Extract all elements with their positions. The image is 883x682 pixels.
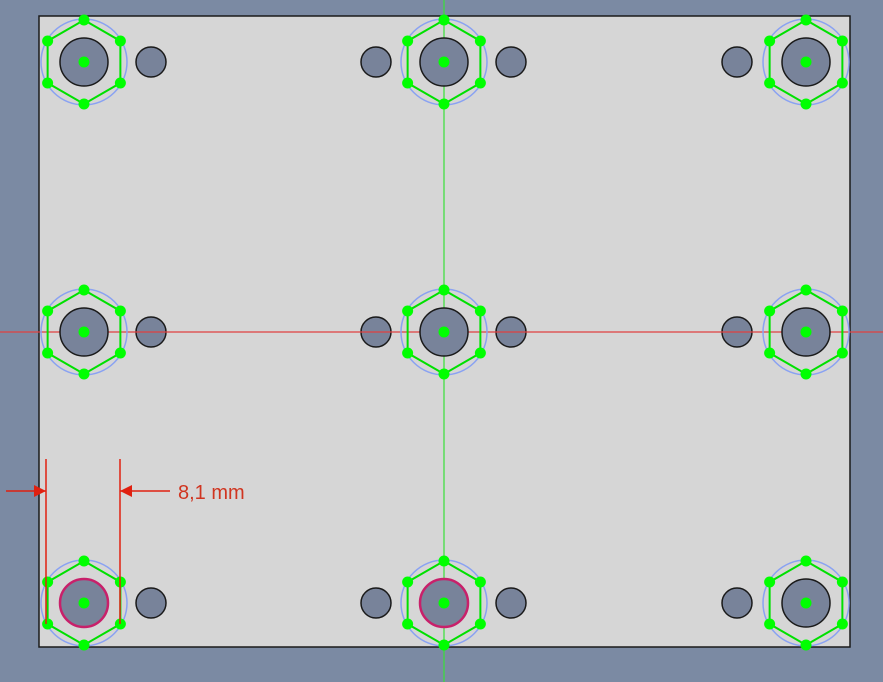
hexagon-vertex[interactable]	[42, 347, 54, 359]
hex-nut-top-right[interactable]	[762, 14, 850, 110]
hexagon-vertex[interactable]	[438, 639, 450, 651]
hexagon-vertex[interactable]	[764, 618, 776, 630]
hexagon-vertex[interactable]	[764, 35, 776, 47]
hexagon-vertex[interactable]	[474, 576, 486, 588]
center-point[interactable]	[438, 597, 450, 609]
side-hole[interactable]	[495, 46, 527, 78]
hexagon-vertex[interactable]	[438, 555, 450, 567]
hexagon-vertex[interactable]	[836, 305, 848, 317]
side-hole[interactable]	[360, 587, 392, 619]
hexagon-vertex[interactable]	[114, 35, 126, 47]
hexagon-vertex[interactable]	[800, 284, 812, 296]
hexagon-vertex[interactable]	[114, 305, 126, 317]
hexagon-vertex[interactable]	[42, 576, 54, 588]
hexagon-vertex[interactable]	[474, 618, 486, 630]
hexagon-vertex[interactable]	[836, 77, 848, 89]
hexagon-vertex[interactable]	[800, 14, 812, 26]
hexagon-vertex[interactable]	[836, 576, 848, 588]
hexagon-vertex[interactable]	[78, 98, 90, 110]
hex-nuts-layer	[40, 14, 850, 651]
hexagon-vertex[interactable]	[78, 14, 90, 26]
hexagon-vertex[interactable]	[764, 77, 776, 89]
hexagon-vertex[interactable]	[800, 98, 812, 110]
hexagon-vertex[interactable]	[42, 618, 54, 630]
dimension-arrow-right-icon	[120, 485, 132, 497]
hexagon-vertex[interactable]	[836, 347, 848, 359]
hexagon-vertex[interactable]	[402, 576, 414, 588]
hexagon-vertex[interactable]	[402, 35, 414, 47]
hexagon-vertex[interactable]	[78, 368, 90, 380]
side-hole[interactable]	[495, 587, 527, 619]
hexagon-vertex[interactable]	[42, 305, 54, 317]
side-hole[interactable]	[135, 587, 167, 619]
hex-nut-bottom-left[interactable]	[40, 555, 128, 651]
center-point[interactable]	[78, 597, 90, 609]
hexagon-vertex[interactable]	[474, 347, 486, 359]
hexagon-vertex[interactable]	[402, 347, 414, 359]
hexagon-vertex[interactable]	[474, 77, 486, 89]
center-point[interactable]	[800, 597, 812, 609]
hexagon-vertex[interactable]	[42, 77, 54, 89]
hexagon-vertex[interactable]	[800, 368, 812, 380]
hex-nut-bottom-right[interactable]	[762, 555, 850, 651]
dimension-arrow-left-icon	[34, 485, 46, 497]
hex-nut-bottom-center[interactable]	[400, 555, 488, 651]
dimension-label[interactable]: 8,1 mm	[178, 482, 245, 504]
hex-nut-top-left[interactable]	[40, 14, 128, 110]
hexagon-vertex[interactable]	[474, 305, 486, 317]
hexagon-vertex[interactable]	[764, 305, 776, 317]
hexagon-vertex[interactable]	[836, 618, 848, 630]
hexagon-vertex[interactable]	[402, 305, 414, 317]
dimension-annotation[interactable]: 8,1 mm	[6, 459, 245, 624]
hexagon-vertex[interactable]	[114, 77, 126, 89]
hex-nut-middle-center[interactable]	[400, 284, 488, 380]
center-point[interactable]	[800, 56, 812, 68]
hexagon-vertex[interactable]	[438, 368, 450, 380]
hex-nut-middle-left[interactable]	[40, 284, 128, 380]
center-point[interactable]	[438, 56, 450, 68]
hexagon-vertex[interactable]	[764, 347, 776, 359]
hexagon-vertex[interactable]	[402, 77, 414, 89]
side-hole[interactable]	[721, 46, 753, 78]
hexagon-vertex[interactable]	[78, 555, 90, 567]
hex-nut-top-center[interactable]	[400, 14, 488, 110]
hexagon-vertex[interactable]	[438, 98, 450, 110]
hexagon-vertex[interactable]	[800, 555, 812, 567]
side-hole[interactable]	[721, 587, 753, 619]
hexagon-vertex[interactable]	[438, 14, 450, 26]
hexagon-vertex[interactable]	[474, 35, 486, 47]
side-hole[interactable]	[360, 46, 392, 78]
hexagon-vertex[interactable]	[438, 284, 450, 296]
holes-layer	[135, 46, 753, 619]
center-point[interactable]	[78, 326, 90, 338]
hexagon-vertex[interactable]	[800, 639, 812, 651]
hexagon-vertex[interactable]	[764, 576, 776, 588]
hex-nut-middle-right[interactable]	[762, 284, 850, 380]
hexagon-vertex[interactable]	[78, 639, 90, 651]
hexagon-vertex[interactable]	[42, 35, 54, 47]
hexagon-vertex[interactable]	[114, 347, 126, 359]
center-point[interactable]	[800, 326, 812, 338]
hexagon-vertex[interactable]	[402, 618, 414, 630]
hexagon-vertex[interactable]	[78, 284, 90, 296]
center-point[interactable]	[438, 326, 450, 338]
hexagon-vertex[interactable]	[836, 35, 848, 47]
center-point[interactable]	[78, 56, 90, 68]
side-hole[interactable]	[135, 46, 167, 78]
